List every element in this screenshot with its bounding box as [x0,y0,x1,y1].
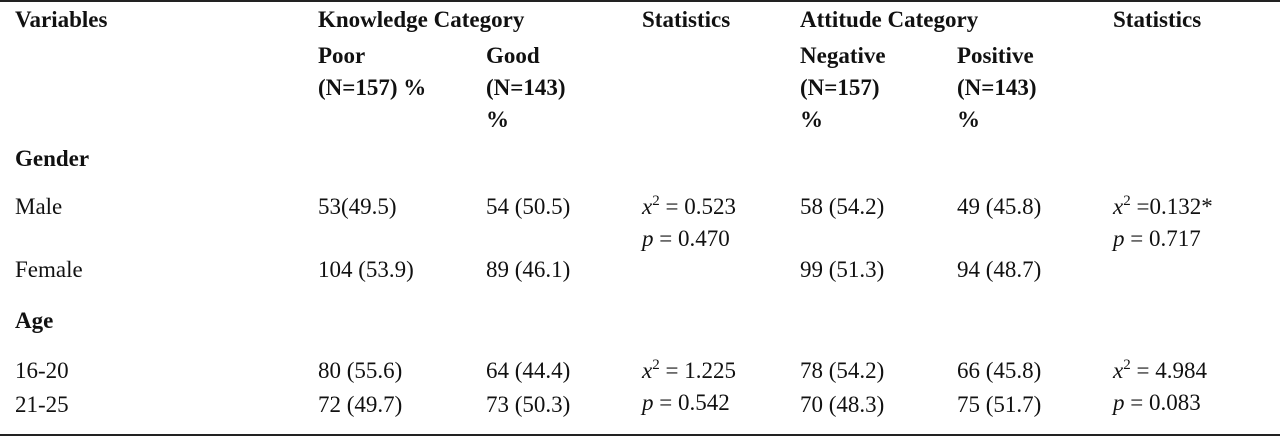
stats-gender-attitude: x2 =0.132* p = 0.717 [1113,191,1213,255]
p-value-line: p = 0.717 [1113,223,1213,255]
cell-female-negative: 99 (51.3) [800,257,885,282]
cell-21-25-poor: 72 (49.7) [318,392,403,417]
p-value: = 0.717 [1124,226,1201,251]
cell-female-good: 89 (46.1) [486,257,571,282]
cell-male-negative: 58 (54.2) [800,194,885,219]
header-statistics-knowledge: Statistics [642,7,731,32]
chi-value: = 0.523 [659,194,736,219]
stats-age-attitude: x2 = 4.984 p = 0.083 [1113,355,1207,419]
cell-female-poor: 104 (53.9) [318,257,414,282]
header-positive-line3: % [957,107,980,132]
cell-male-poor: 53(49.5) [318,194,397,219]
chi-superscript: 2 [652,357,660,373]
header-negative: Negative (N=157) % [800,40,886,136]
header-poor-line1: Poor [318,43,366,68]
row-label-21-25: 21-25 [15,392,69,417]
p-value: = 0.542 [653,390,730,415]
chi-superscript: 2 [1123,357,1131,373]
chi-square-line: x2 =0.132* [1113,191,1213,223]
cell-male-good: 54 (50.5) [486,194,571,219]
section-title-gender: Gender [15,146,90,171]
cell-16-20-good: 64 (44.4) [486,358,571,383]
header-variables: Variables [15,7,108,32]
chi-square-line: x2 = 1.225 [642,355,736,387]
p-symbol: p [1113,226,1125,251]
chi-square-line: x2 = 4.984 [1113,355,1207,387]
p-symbol: p [1113,390,1125,415]
chi-value: =0.132* [1130,194,1213,219]
chi-square-line: x2 = 0.523 [642,191,736,223]
header-good-line3: % [486,107,509,132]
header-poor-line2: (N=157) % [318,75,427,100]
row-label-female: Female [15,257,83,282]
chi-symbol: x [1113,194,1124,219]
header-attitude-category: Attitude Category [800,7,979,32]
p-symbol: p [642,390,654,415]
chi-value: = 4.984 [1130,358,1207,383]
header-negative-line1: Negative [800,43,886,68]
p-value: = 0.083 [1124,390,1201,415]
p-value-line: p = 0.470 [642,223,736,255]
stats-gender-knowledge: x2 = 0.523 p = 0.470 [642,191,736,255]
header-poor: Poor (N=157) % [318,40,426,104]
chi-superscript: 2 [1123,193,1131,209]
header-statistics-attitude: Statistics [1113,7,1202,32]
section-title-age: Age [15,308,54,333]
chi-superscript: 2 [652,193,660,209]
row-label-16-20: 16-20 [15,358,69,383]
header-good: Good (N=143) % [486,40,566,136]
cell-female-positive: 94 (48.7) [957,257,1042,282]
cell-male-positive: 49 (45.8) [957,194,1042,219]
cell-16-20-poor: 80 (55.6) [318,358,403,383]
stats-age-knowledge: x2 = 1.225 p = 0.542 [642,355,736,419]
row-label-male: Male [15,194,63,219]
p-value-line: p = 0.083 [1113,387,1207,419]
header-negative-line2: (N=157) [800,75,880,100]
header-good-line2: (N=143) [486,75,566,100]
cell-16-20-positive: 66 (45.8) [957,358,1042,383]
p-symbol: p [642,226,654,251]
header-positive-line1: Positive [957,43,1034,68]
header-negative-line3: % [800,107,823,132]
header-positive-line2: (N=143) [957,75,1037,100]
p-value-line: p = 0.542 [642,387,736,419]
chi-symbol: x [1113,358,1124,383]
cell-21-25-good: 73 (50.3) [486,392,571,417]
cell-21-25-negative: 70 (48.3) [800,392,885,417]
chi-value: = 1.225 [659,358,736,383]
table-bottom-rule [0,434,1280,436]
table-top-rule [0,0,1280,2]
p-value: = 0.470 [653,226,730,251]
header-good-line1: Good [486,43,540,68]
chi-symbol: x [642,358,653,383]
chi-symbol: x [642,194,653,219]
header-knowledge-category: Knowledge Category [318,7,525,32]
cell-21-25-positive: 75 (51.7) [957,392,1042,417]
header-positive: Positive (N=143) % [957,40,1037,136]
cell-16-20-negative: 78 (54.2) [800,358,885,383]
